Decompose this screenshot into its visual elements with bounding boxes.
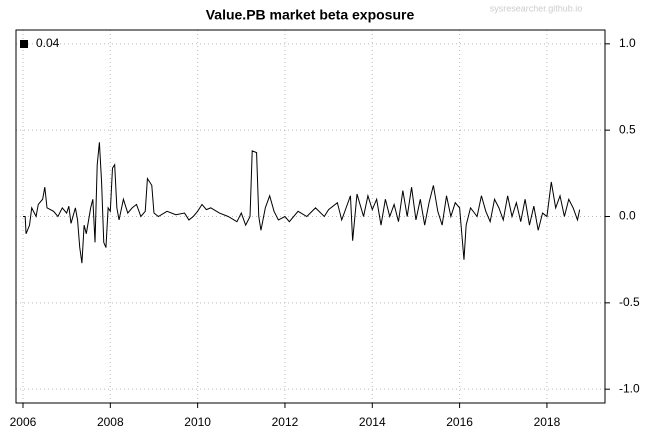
y-tick-label: 0.5 <box>619 122 636 136</box>
x-tick-label: 2014 <box>359 415 386 429</box>
y-tick-label: 0.0 <box>619 209 636 223</box>
legend-swatch <box>20 40 28 48</box>
x-tick-label: 2018 <box>534 415 561 429</box>
x-tick-label: 2016 <box>446 415 473 429</box>
x-tick-label: 2006 <box>10 415 37 429</box>
x-tick-label: 2012 <box>272 415 299 429</box>
chart-title: Value.PB market beta exposure <box>206 7 415 23</box>
plot-frame <box>15 29 606 404</box>
x-tick-label: 2010 <box>184 415 211 429</box>
y-tick-label: -1.0 <box>619 381 640 395</box>
y-tick-label: -0.5 <box>619 295 640 309</box>
watermark: sysresearcher.github.io <box>490 3 583 13</box>
x-tick-label: 2008 <box>97 415 124 429</box>
data-line <box>22 142 581 264</box>
y-tick-label: 1.0 <box>619 36 636 50</box>
legend-label: 0.04 <box>36 36 60 50</box>
